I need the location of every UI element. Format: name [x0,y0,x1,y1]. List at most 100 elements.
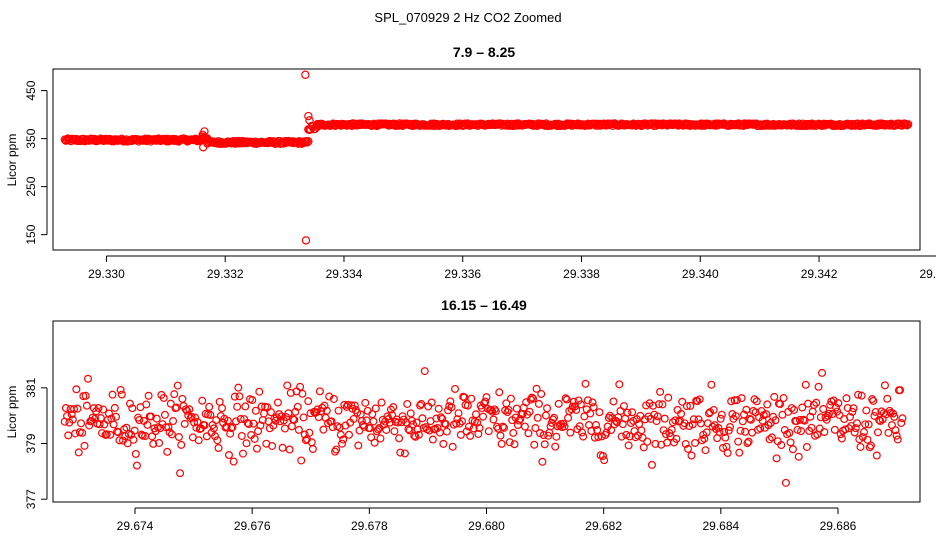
data-point [293,402,302,411]
data-point [74,448,83,457]
data-point [257,402,266,411]
data-point [489,415,498,424]
data-point [135,416,144,425]
data-point [496,431,505,440]
data-point [667,425,676,434]
x-tick-label: 29.682 [585,519,622,533]
data-point [800,416,809,425]
data-point [149,439,158,448]
data-point [434,404,443,413]
data-point [682,402,691,411]
data-point [227,424,236,433]
data-point [290,415,299,424]
data-point [871,407,880,416]
data-point [637,426,646,435]
data-point [325,392,334,401]
data-point [417,400,426,409]
data-point [454,409,463,418]
x-tick-label: 29.684 [702,519,739,533]
data-point [388,411,397,420]
data-point [884,428,893,437]
data-point [238,449,247,458]
data-point [715,428,724,437]
data-point [377,398,386,407]
data-point [550,413,559,422]
data-point [433,424,442,433]
data-point [684,444,693,453]
data-point [818,368,827,377]
data-point [332,445,341,454]
data-point [418,414,427,423]
data-point [695,395,704,404]
data-point [729,414,738,423]
data-point [405,426,414,435]
data-point [155,438,164,447]
y-tick-label: 150 [24,224,38,244]
data-point [763,400,772,409]
data-point [737,394,746,403]
data-point [82,401,91,410]
data-point [815,424,824,433]
data-point [362,416,371,425]
data-point [159,393,168,402]
data-point [467,394,476,403]
data-point [658,400,667,409]
data-point [497,439,506,448]
data-point [322,406,331,415]
data-point [233,402,242,411]
data-point [334,406,343,415]
data-point [731,412,740,421]
y-tick-label: 381 [24,377,38,397]
data-point [537,389,546,398]
data-point [213,436,222,445]
x-tick-label: 29.676 [234,519,271,533]
data-point [463,401,472,410]
data-point [319,425,328,434]
panel-bottom-y-axis: 377 379 381 [24,377,48,509]
data-point [741,427,750,436]
data-point [738,417,747,426]
data-point [234,383,243,392]
data-point [363,406,372,415]
data-point [647,460,656,469]
data-point [562,395,571,404]
data-point [80,441,89,450]
data-point [395,434,404,443]
x-tick-label: 29.674 [117,519,154,533]
data-point [84,374,93,383]
data-point [446,397,455,406]
data-point [130,426,139,435]
data-point [152,414,161,423]
data-point [814,382,823,391]
data-point [277,412,286,421]
data-point [689,415,698,424]
data-point [298,389,307,398]
data-point [777,441,786,450]
data-point [212,416,221,425]
data-point [385,418,394,427]
data-point [529,394,538,403]
data-point [812,398,821,407]
data-point [108,390,117,399]
y-tick-label: 350 [24,128,38,148]
data-point [848,407,857,416]
data-point [109,420,118,429]
data-point [428,435,437,444]
data-point [873,428,882,437]
data-point [617,432,626,441]
data-point [788,445,797,454]
data-point [230,392,239,401]
data-point [163,447,172,456]
data-point [745,414,754,423]
x-tick-label: 29.344 [919,267,936,281]
data-point [205,402,214,411]
data-point [781,478,790,487]
data-point [560,422,569,431]
data-point [785,428,794,437]
data-point [561,394,570,403]
data-point [652,417,661,426]
panel-top: 7.9 – 8.25 Licor ppm 29.330 29.332 29.334 2… [5,44,936,281]
data-point [510,440,519,449]
data-point [404,425,413,434]
data-point [347,401,356,410]
